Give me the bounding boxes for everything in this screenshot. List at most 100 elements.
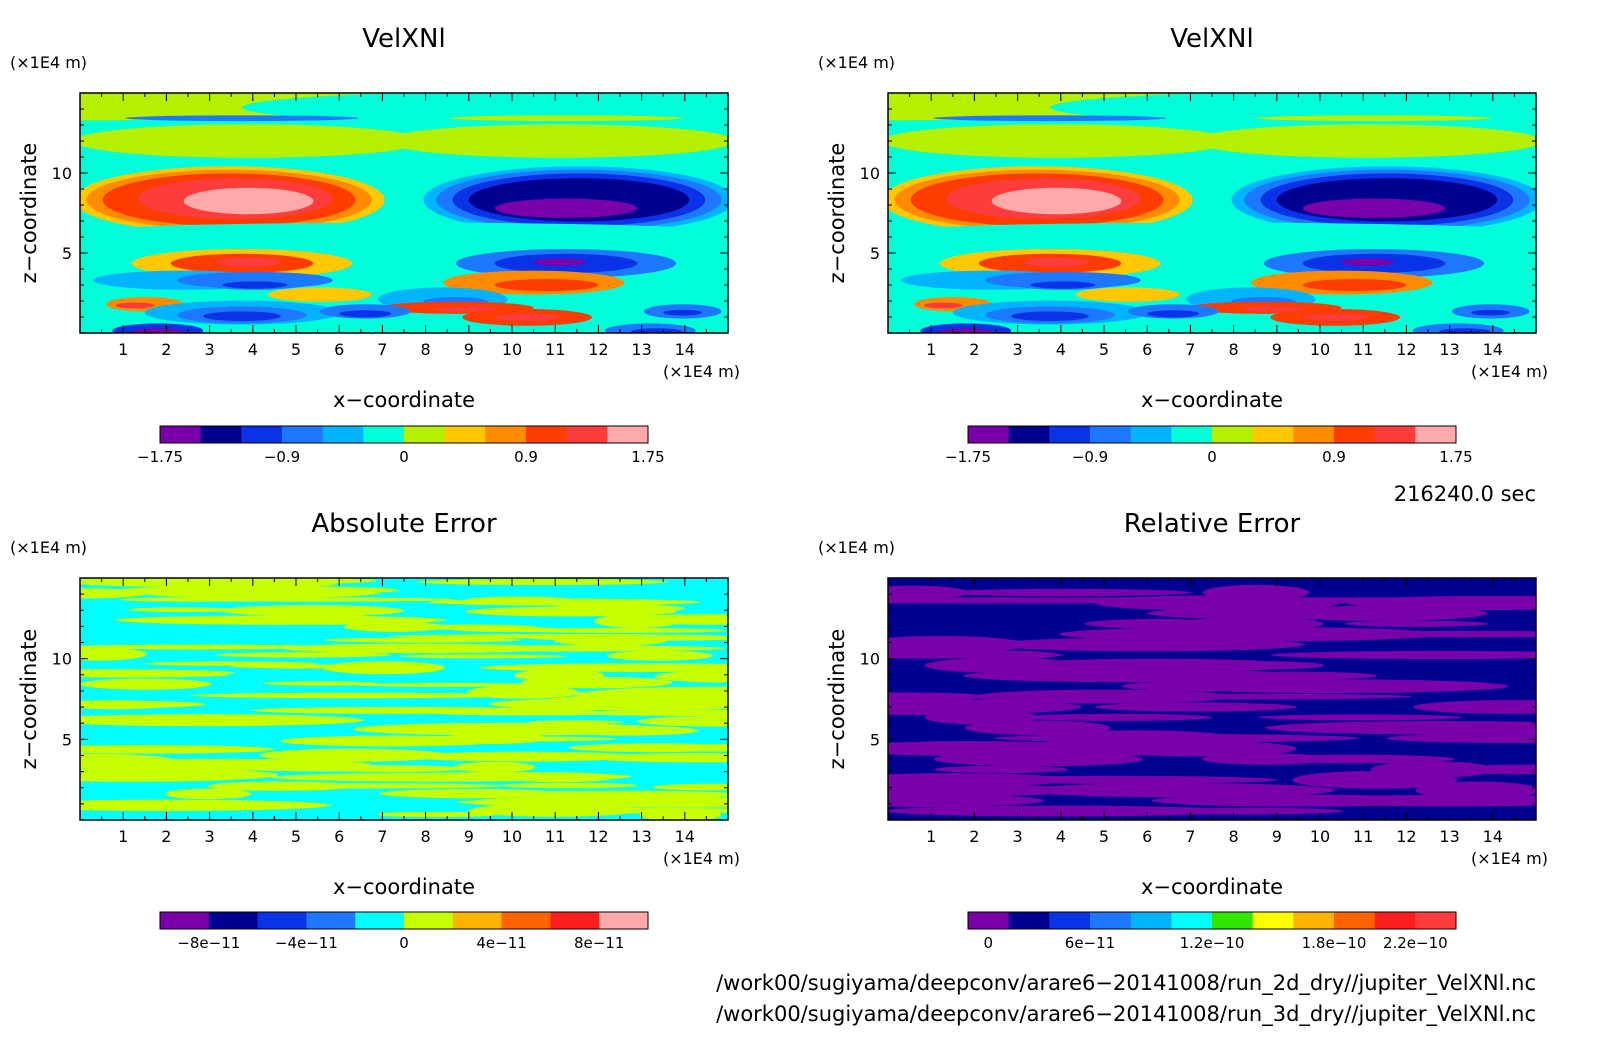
colorbar-swatch [1049,426,1091,443]
contour-region [324,637,522,643]
colorbar-swatch [241,426,283,443]
contour-region [888,699,1082,715]
colorbar-swatch [1130,426,1172,443]
panel-title: VelXNl [1170,24,1253,54]
contour-region [80,647,147,661]
colorbar-swatch [282,426,324,443]
contour-region [354,682,539,687]
contour-region [974,689,1233,704]
colorbar-swatch [1171,426,1213,443]
contour-region [1344,620,1488,627]
contour-region [1413,700,1536,714]
contour-region [888,651,1064,659]
colorbar-swatch [208,912,259,929]
x-tick-label: 9 [464,827,474,846]
colorbar-swatch [550,912,600,929]
x-axis-label: x−coordinate [1141,875,1283,899]
contour-region [499,782,638,789]
contour-region [965,720,1111,736]
y-unit-label: (×1E4 m) [818,53,895,72]
colorbar-swatch [363,426,405,443]
x-tick-label: 14 [1483,827,1503,846]
contour-region [453,761,536,773]
time-label: 216240.0 sec [1394,482,1536,506]
colorbar-tick-label: 0.9 [514,448,538,466]
contour-region [80,716,297,722]
contour-region [1017,713,1213,721]
colorbar-swatch [1008,912,1050,929]
contour-region [80,700,206,709]
contour-region [1024,257,1089,268]
contour-region [494,313,560,321]
contour-region [352,722,668,736]
contour-region [606,650,713,661]
colorbar-swatch [444,426,486,443]
x-tick-label: 12 [588,827,608,846]
colorbar-frame [159,425,649,444]
contour-region [220,604,404,617]
contour-region [183,187,314,215]
x-tick-label: 2 [969,827,979,846]
colorbar-tick-label: −8e−11 [177,934,240,952]
x-unit-label: (×1E4 m) [1471,849,1548,868]
contour-region [888,783,1074,797]
contour-region [80,799,331,811]
x-tick-label: 13 [631,827,651,846]
colorbar-swatch [1171,912,1213,929]
contour-region [433,306,498,312]
contour-region [339,310,392,318]
x-tick-label: 2 [161,827,171,846]
contour-region [933,765,1069,774]
contour-region [127,607,242,613]
contour-region [460,792,611,798]
contour-region [203,311,281,322]
x-tick-label: 11 [1353,827,1373,846]
contour-region [206,781,355,791]
x-unit-label: (×1E4 m) [663,362,740,381]
contour-region [553,634,669,647]
x-tick-label: 14 [675,340,695,359]
contour-region [80,222,728,242]
contour-region [652,783,728,791]
contour-region [888,222,1536,242]
contour-region [322,661,445,675]
contour-region [216,257,281,268]
contour-region [131,328,184,333]
contour-region [520,676,673,689]
colorbar-tick-label: 0.9 [1322,448,1346,466]
contour-region [1105,630,1342,638]
contour-region [267,287,372,302]
contour-region [924,657,1080,673]
colorbar-swatch [200,426,242,443]
contour-region [466,596,573,604]
colorbar-swatch [485,426,527,443]
colorbar-tick-label: −4e−11 [275,934,338,952]
contour-region [80,768,279,782]
contour-region [939,328,992,333]
x-tick-label: 9 [1272,340,1282,359]
x-tick-label: 9 [464,340,474,359]
colorbar-tick-label: 6e−11 [1065,934,1115,952]
x-tick-label: 7 [1185,340,1195,359]
colorbar-swatch [404,912,454,929]
colorbar-tick-label: 1.2e−10 [1180,934,1245,952]
colorbar-swatch [566,426,608,443]
contour-region [282,643,556,654]
x-tick-label: 4 [1056,827,1066,846]
contour-region [80,588,147,599]
x-axis-label: x−coordinate [333,388,475,412]
colorbar-swatch [1334,426,1376,443]
contour-region [1471,309,1511,316]
panel-2: VelXNl(×1E4 m)1 2 3 4 5 6 7 8 9 10 11 12 13 14510(×1E… [818,24,1548,466]
colorbar-swatch [306,912,356,929]
contour-region [1030,281,1096,289]
contour-region [80,678,212,690]
colorbar-tick-label: 0 [1207,448,1217,466]
contour-region [145,661,318,666]
colorbar-swatch [968,426,1010,443]
x-tick-label: 14 [675,827,695,846]
contour-region [991,187,1122,215]
x-tick-label: 9 [1272,827,1282,846]
contour-region [467,685,579,699]
colorbar-swatch [1252,426,1294,443]
